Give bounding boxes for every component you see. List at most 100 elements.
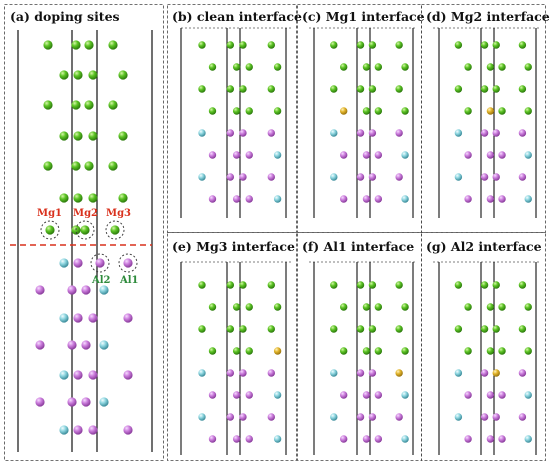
- mg-atom: [59, 131, 69, 141]
- host-atom: [88, 370, 98, 380]
- host-atom: [226, 129, 235, 137]
- panel-a-lines: [17, 30, 153, 452]
- panel-a-label: (a) doping sites: [10, 9, 120, 24]
- host-atom: [245, 195, 253, 203]
- panel-e: (e) Mg3 interface: [167, 232, 297, 461]
- mg-atom: [239, 325, 247, 333]
- mg-atom: [518, 85, 527, 93]
- mg-atom: [45, 225, 55, 235]
- mg-atom: [454, 281, 463, 289]
- host-atom: [245, 151, 253, 159]
- host-atom: [492, 129, 500, 137]
- mg-atom: [43, 40, 53, 50]
- host-atom: [486, 391, 495, 399]
- panel-e-frame: [180, 261, 292, 455]
- panel-g-frame: [433, 261, 540, 455]
- al-atom: [401, 435, 409, 443]
- mg-atom: [464, 347, 472, 355]
- mg-atom: [401, 107, 409, 115]
- panel-d-atoms: [454, 41, 532, 203]
- mg-atom: [208, 347, 217, 355]
- mg-atom: [401, 63, 409, 71]
- al-atom: [198, 173, 206, 181]
- site-label-mg3: Mg3: [106, 208, 131, 219]
- mg-atom: [208, 63, 217, 71]
- host-atom: [340, 391, 348, 399]
- mg-atom: [84, 100, 94, 110]
- mg-atom: [73, 193, 83, 203]
- mg-atom: [232, 347, 241, 355]
- mg-atom: [110, 225, 120, 235]
- al-atom: [330, 129, 338, 137]
- al-atom: [401, 151, 409, 159]
- host-atom: [356, 369, 365, 377]
- mg-atom: [59, 193, 69, 203]
- panel-a-atoms: [35, 40, 133, 435]
- mg-atom: [273, 63, 282, 71]
- mg-atom: [362, 107, 371, 115]
- host-atom: [232, 195, 241, 203]
- mg-atom: [198, 325, 206, 333]
- mg-atom: [480, 41, 489, 49]
- host-atom: [123, 313, 133, 323]
- host-atom: [362, 391, 371, 399]
- host-atom: [356, 129, 365, 137]
- host-atom: [267, 369, 275, 377]
- host-atom: [208, 151, 217, 159]
- host-atom: [368, 413, 377, 421]
- panel-c-label: (c) Mg1 interface: [302, 9, 425, 24]
- host-atom: [464, 195, 472, 203]
- mg-atom: [226, 41, 235, 49]
- mg-atom: [395, 325, 403, 333]
- mg-atom: [356, 281, 365, 289]
- host-atom: [81, 285, 91, 295]
- mg-atom: [330, 85, 338, 93]
- host-atom: [395, 129, 403, 137]
- host-atom: [123, 370, 133, 380]
- site-label-al1: Al1: [119, 275, 139, 286]
- mg-atom: [80, 225, 90, 235]
- site-label-al2: Al2: [91, 275, 111, 286]
- host-atom: [518, 173, 527, 181]
- mg-atom: [454, 325, 463, 333]
- panel-f: (f) Al1 interface: [297, 232, 422, 461]
- mg-atom: [226, 85, 235, 93]
- mg-atom: [524, 303, 532, 311]
- host-atom: [374, 391, 383, 399]
- host-atom: [464, 391, 472, 399]
- mg-atom: [108, 40, 118, 50]
- mg-atom: [368, 325, 377, 333]
- mg-atom: [330, 281, 338, 289]
- mg-atom: [524, 107, 532, 115]
- mg-atom: [518, 281, 527, 289]
- host-atom: [73, 370, 83, 380]
- mg-atom: [108, 100, 118, 110]
- mg-atom: [232, 303, 241, 311]
- mg-atom: [362, 347, 371, 355]
- panel-d-frame: [433, 27, 540, 218]
- host-atom: [232, 435, 241, 443]
- host-atom: [464, 151, 472, 159]
- panel-b-label: (b) clean interface: [172, 9, 302, 24]
- host-atom: [35, 397, 45, 407]
- mg-atom: [464, 107, 472, 115]
- host-atom: [81, 397, 91, 407]
- host-atom: [226, 413, 235, 421]
- host-atom: [232, 151, 241, 159]
- host-atom: [73, 425, 83, 435]
- mg-atom: [395, 41, 403, 49]
- mg-atom: [498, 303, 506, 311]
- mg-atom: [71, 161, 81, 171]
- host-atom: [267, 413, 275, 421]
- mg-atom: [88, 193, 98, 203]
- mg-atom: [273, 107, 282, 115]
- host-atom: [239, 173, 247, 181]
- host-atom: [88, 313, 98, 323]
- mg-atom: [362, 303, 371, 311]
- mg-atom: [267, 41, 275, 49]
- host-atom: [395, 413, 403, 421]
- mg-atom: [374, 347, 383, 355]
- mg-atom: [330, 41, 338, 49]
- site-label-mg2: Mg2: [73, 208, 98, 219]
